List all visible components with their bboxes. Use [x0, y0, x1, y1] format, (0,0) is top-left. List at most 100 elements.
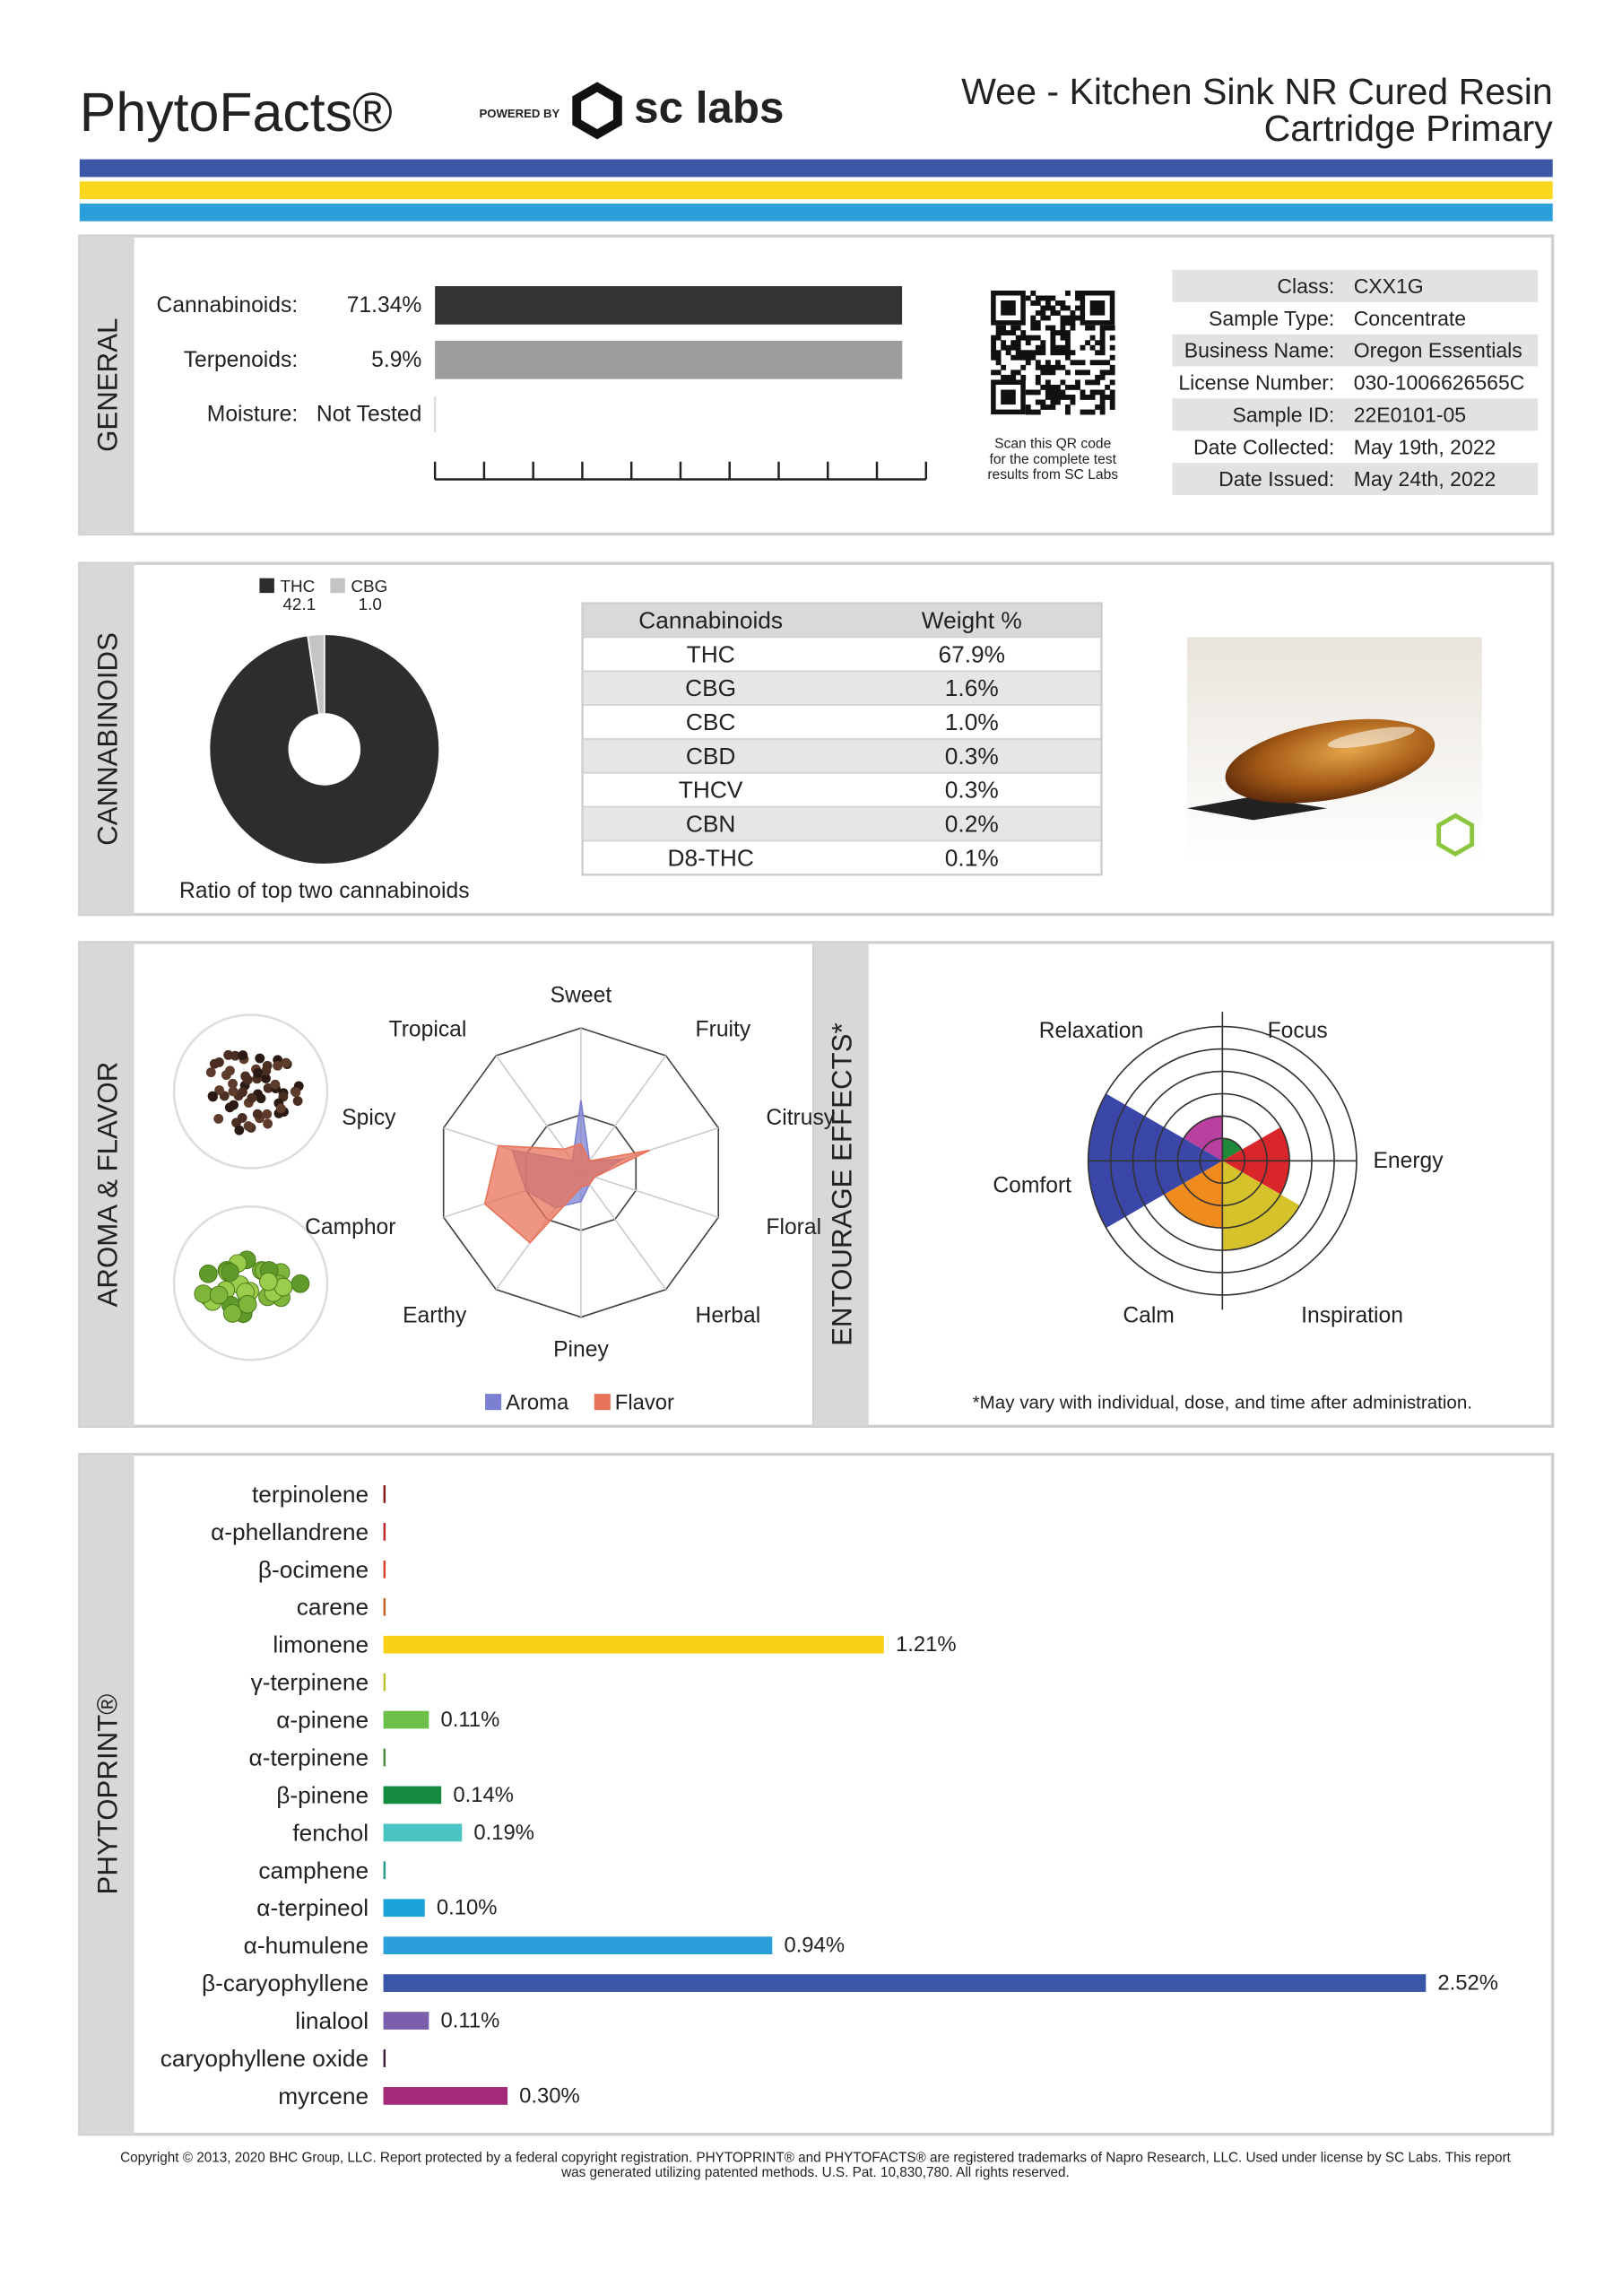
hop — [198, 1264, 218, 1283]
qr-module — [1020, 364, 1027, 370]
terpene-label: limonene — [273, 1631, 369, 1658]
table-row-bg — [582, 671, 1102, 706]
qr-module — [1070, 320, 1076, 326]
qr-module — [1030, 389, 1037, 396]
pie-caption: Ratio of top two cannabinoids — [179, 879, 469, 903]
qr-module — [1015, 335, 1021, 341]
qr-module — [1035, 350, 1041, 356]
qr-module — [1095, 360, 1101, 366]
qr-module — [1010, 325, 1017, 331]
qr-module — [1089, 395, 1096, 400]
table-cell: 67.9% — [938, 640, 1005, 667]
qr-module — [1040, 364, 1046, 370]
terpene-label: β-ocimene — [258, 1556, 369, 1583]
qr-module — [1025, 354, 1031, 361]
qr-module — [1099, 330, 1106, 336]
detail-row-bg — [1172, 463, 1539, 495]
table-cell: THCV — [679, 777, 743, 804]
qr-module — [1054, 350, 1061, 356]
qr-module — [1050, 370, 1056, 376]
terpene-label: linalool — [295, 2007, 369, 2034]
qr-module — [991, 340, 996, 346]
qr-module — [1109, 370, 1115, 376]
radar-spoke — [580, 1055, 667, 1173]
qr-module — [1075, 305, 1080, 311]
qr-module — [1054, 344, 1061, 351]
qr-module — [1035, 295, 1041, 301]
qr-module — [1001, 374, 1007, 380]
qr-module — [1099, 409, 1106, 415]
terpene-bar — [383, 2049, 386, 2067]
terpene-label: fenchol — [292, 1819, 369, 1846]
qr-module — [1085, 325, 1090, 331]
qr-module — [1001, 364, 1007, 370]
qr-module — [1050, 389, 1056, 396]
qr-module — [1065, 305, 1071, 311]
qr-module — [1070, 399, 1076, 405]
terpene-value: 0.11% — [440, 1708, 499, 1732]
table-cell: 1.6% — [945, 674, 999, 701]
qr-module — [1099, 335, 1106, 341]
qr-module — [1035, 344, 1041, 351]
terpene-bar — [383, 1523, 386, 1541]
qr-module — [1054, 360, 1061, 366]
peppercorn — [247, 1092, 257, 1103]
qr-module — [1075, 295, 1080, 301]
qr-module — [1054, 399, 1061, 405]
photo-logo — [1436, 813, 1475, 857]
detail-row-bg — [1172, 269, 1539, 302]
section-sidebar — [79, 942, 134, 1427]
header-stripe — [79, 159, 1553, 178]
section-box — [78, 1452, 1555, 2136]
terpene-label: β-pinene — [276, 1781, 369, 1808]
qr-module — [995, 335, 1002, 341]
qr-module — [1015, 350, 1021, 356]
qr-module — [1005, 344, 1011, 351]
qr-module — [1065, 320, 1071, 326]
qr-module — [991, 344, 996, 351]
qr-module — [1040, 310, 1046, 316]
qr-module — [1025, 404, 1031, 410]
peppercorn — [281, 1057, 291, 1068]
qr-module — [1015, 354, 1021, 361]
qr-module — [1070, 310, 1076, 316]
qr-module — [1030, 300, 1037, 306]
terpene-value: 0.19% — [473, 1821, 534, 1845]
pie-slice — [208, 633, 440, 865]
qr-module — [995, 330, 1002, 336]
qr-module — [1065, 330, 1071, 336]
qr-module — [1089, 360, 1096, 366]
qr-module — [1040, 315, 1046, 321]
qr-module — [1060, 320, 1066, 326]
qr-module — [1060, 350, 1066, 356]
qr-module — [1099, 350, 1106, 356]
qr-module — [1075, 384, 1080, 390]
qr-module — [1099, 374, 1106, 380]
qr-module — [1109, 325, 1115, 331]
qr-module — [1105, 325, 1111, 331]
qr-module — [1040, 344, 1046, 351]
qr-module — [1030, 354, 1037, 361]
qr-module — [1075, 290, 1080, 296]
qr-module — [1085, 379, 1090, 386]
qr-module — [1095, 340, 1101, 346]
qr-module — [1065, 350, 1071, 356]
detail-key: Date Collected: — [1193, 435, 1334, 458]
peppercorn — [238, 1050, 248, 1060]
qr-module — [1050, 395, 1056, 400]
qr-module — [1109, 335, 1115, 341]
qr-module — [1035, 409, 1041, 415]
qr-finder — [1080, 290, 1115, 326]
qr-module — [1054, 364, 1061, 370]
photo-spoon — [1186, 796, 1328, 821]
lab-logo — [572, 82, 622, 140]
qr-module — [1010, 374, 1017, 380]
qr-module — [1089, 325, 1096, 331]
qr-module — [1050, 310, 1056, 316]
qr-module — [1060, 379, 1066, 386]
detail-value: CXX1G — [1354, 274, 1424, 298]
qr-module — [1054, 330, 1061, 336]
general-bar — [435, 340, 903, 379]
section-sidebar — [79, 236, 134, 535]
qr-module — [1025, 340, 1031, 346]
